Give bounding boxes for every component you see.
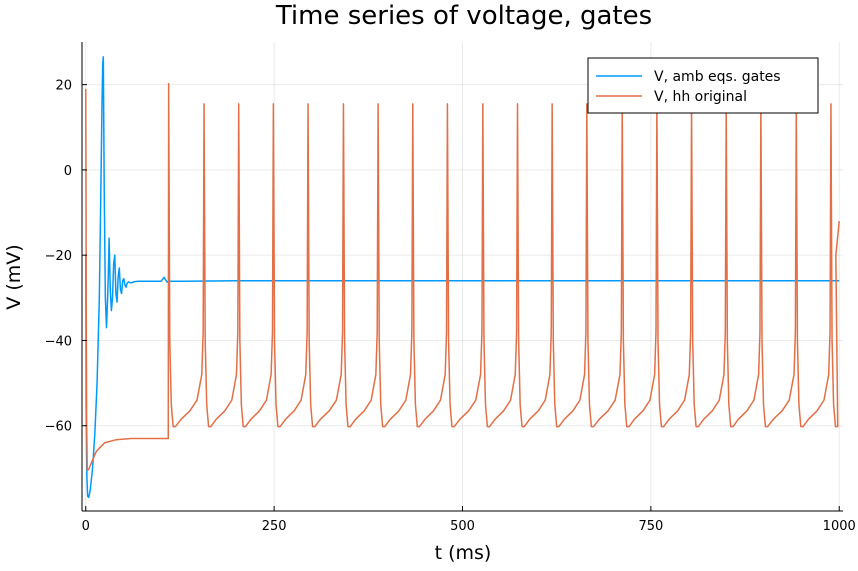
- x-ticks: 0 250 500 750 1000: [82, 506, 856, 534]
- legend-box: [587, 57, 819, 114]
- x-tick-label: 750: [638, 519, 663, 534]
- x-tick-label: 1000: [823, 519, 856, 534]
- y-ticks: −60 −40 −20 0 20: [45, 79, 87, 435]
- series-line-hh-original: [85, 83, 840, 472]
- y-tick-label: −60: [45, 420, 72, 435]
- y-tick-label: −40: [45, 334, 72, 349]
- x-tick-label: 500: [450, 519, 475, 534]
- y-tick-label: 20: [55, 79, 72, 94]
- legend-label-amb-eqs: V, amb eqs. gates: [654, 69, 781, 85]
- x-tick-label: 0: [82, 519, 90, 534]
- y-axis-title: V (mV): [3, 244, 25, 309]
- y-tick-label: 0: [64, 164, 72, 179]
- x-tick-label: 250: [262, 519, 287, 534]
- x-axis-title: t (ms): [435, 542, 492, 564]
- legend-label-hh-original: V, hh original: [654, 89, 747, 105]
- chart-title: Time series of voltage, gates: [275, 1, 652, 31]
- legend: V, amb eqs. gates V, hh original: [587, 57, 819, 114]
- series-line-amb-eqs: [85, 56, 840, 499]
- plot-area: [85, 56, 840, 499]
- y-tick-label: −20: [45, 249, 72, 264]
